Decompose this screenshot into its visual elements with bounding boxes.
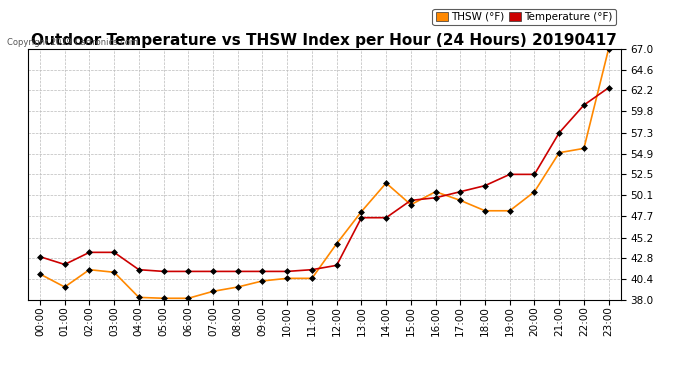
Legend: THSW (°F), Temperature (°F): THSW (°F), Temperature (°F) — [433, 9, 615, 25]
Title: Outdoor Temperature vs THSW Index per Hour (24 Hours) 20190417: Outdoor Temperature vs THSW Index per Ho… — [31, 33, 618, 48]
Text: Copyright 2019 Cartronics.com: Copyright 2019 Cartronics.com — [7, 38, 138, 47]
